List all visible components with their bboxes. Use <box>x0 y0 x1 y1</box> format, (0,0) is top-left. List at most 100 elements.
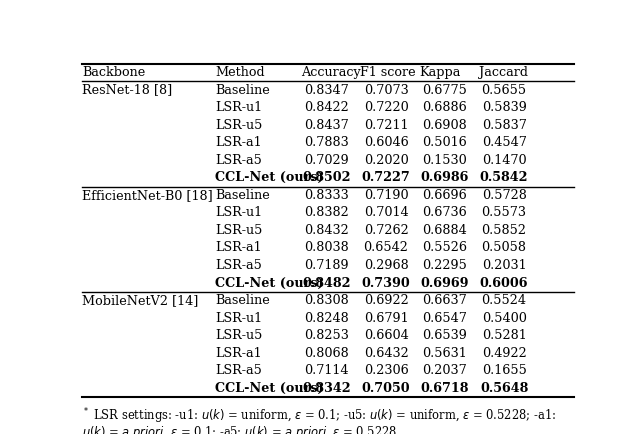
Text: EfficientNet-B0 [18]: EfficientNet-B0 [18] <box>83 189 213 202</box>
Text: 0.2037: 0.2037 <box>422 364 467 377</box>
Text: $u(k)$ = $a\ priori$, $\epsilon$ = 0.1; -a5: $u(k)$ = $a\ priori$, $\epsilon$ = : $u(k)$ = $a\ priori$, $\epsilon$ = 0.1; … <box>83 424 401 434</box>
Text: 0.8437: 0.8437 <box>304 118 349 132</box>
Text: 0.8502: 0.8502 <box>302 171 351 184</box>
Text: 0.6637: 0.6637 <box>422 294 467 307</box>
Text: 0.8333: 0.8333 <box>304 189 349 202</box>
Text: $^*$ LSR settings: -u1: $u(k)$ = uniform, $\epsilon$ = 0.1; -u5: $u(k)$ = unifor: $^*$ LSR settings: -u1: $u(k)$ = uniform… <box>83 407 557 426</box>
Text: 0.7014: 0.7014 <box>364 207 408 220</box>
Text: 0.8422: 0.8422 <box>304 101 349 114</box>
Text: 0.5839: 0.5839 <box>482 101 527 114</box>
Text: 0.8432: 0.8432 <box>304 224 349 237</box>
Text: 0.6432: 0.6432 <box>364 347 408 360</box>
Text: 0.6986: 0.6986 <box>420 171 468 184</box>
Text: 0.5648: 0.5648 <box>480 382 528 395</box>
Text: Kappa: Kappa <box>420 66 461 79</box>
Text: 0.8382: 0.8382 <box>304 207 349 220</box>
Text: LSR-a5: LSR-a5 <box>215 364 262 377</box>
Text: CCL-Net (ours): CCL-Net (ours) <box>215 276 324 289</box>
Text: 0.8342: 0.8342 <box>302 382 351 395</box>
Text: 0.1655: 0.1655 <box>482 364 527 377</box>
Text: 0.2020: 0.2020 <box>364 154 408 167</box>
Text: LSR-u1: LSR-u1 <box>215 312 262 325</box>
Text: CCL-Net (ours): CCL-Net (ours) <box>215 382 324 395</box>
Text: 0.5058: 0.5058 <box>481 241 527 254</box>
Text: 0.7390: 0.7390 <box>362 276 410 289</box>
Text: 0.5281: 0.5281 <box>482 329 527 342</box>
Text: LSR-u5: LSR-u5 <box>215 118 262 132</box>
Text: 0.1530: 0.1530 <box>422 154 467 167</box>
Text: 0.6922: 0.6922 <box>364 294 408 307</box>
Text: 0.7220: 0.7220 <box>364 101 408 114</box>
Text: Accuracy: Accuracy <box>301 66 360 79</box>
Text: 0.6736: 0.6736 <box>422 207 467 220</box>
Text: 0.5524: 0.5524 <box>481 294 527 307</box>
Text: LSR-u1: LSR-u1 <box>215 101 262 114</box>
Text: 0.6718: 0.6718 <box>420 382 469 395</box>
Text: 0.4922: 0.4922 <box>482 347 527 360</box>
Text: 0.6969: 0.6969 <box>420 276 469 289</box>
Text: 0.5400: 0.5400 <box>482 312 527 325</box>
Text: 0.8308: 0.8308 <box>304 294 349 307</box>
Text: Baseline: Baseline <box>215 84 269 97</box>
Text: 0.5655: 0.5655 <box>481 84 527 97</box>
Text: 0.8248: 0.8248 <box>304 312 349 325</box>
Text: 0.7050: 0.7050 <box>362 382 410 395</box>
Text: 0.7262: 0.7262 <box>364 224 408 237</box>
Text: 0.2295: 0.2295 <box>422 259 467 272</box>
Text: 0.6547: 0.6547 <box>422 312 467 325</box>
Text: F1 score: F1 score <box>360 66 416 79</box>
Text: 0.8482: 0.8482 <box>302 276 351 289</box>
Text: Backbone: Backbone <box>83 66 146 79</box>
Text: 0.7073: 0.7073 <box>364 84 408 97</box>
Text: 0.6886: 0.6886 <box>422 101 467 114</box>
Text: 0.1470: 0.1470 <box>482 154 526 167</box>
Text: 0.5842: 0.5842 <box>480 171 529 184</box>
Text: 0.5526: 0.5526 <box>422 241 467 254</box>
Text: Baseline: Baseline <box>215 189 269 202</box>
Text: LSR-a1: LSR-a1 <box>215 241 262 254</box>
Text: LSR-a5: LSR-a5 <box>215 259 262 272</box>
Text: LSR-u5: LSR-u5 <box>215 329 262 342</box>
Text: 0.6791: 0.6791 <box>364 312 408 325</box>
Text: 0.8068: 0.8068 <box>304 347 349 360</box>
Text: 0.5016: 0.5016 <box>422 136 467 149</box>
Text: 0.8253: 0.8253 <box>304 329 349 342</box>
Text: 0.6539: 0.6539 <box>422 329 467 342</box>
Text: 0.7189: 0.7189 <box>304 259 349 272</box>
Text: Baseline: Baseline <box>215 294 269 307</box>
Text: 0.6908: 0.6908 <box>422 118 467 132</box>
Text: 0.5837: 0.5837 <box>482 118 527 132</box>
Text: 0.8038: 0.8038 <box>304 241 349 254</box>
Text: MobileNetV2 [14]: MobileNetV2 [14] <box>83 294 199 307</box>
Text: 0.5852: 0.5852 <box>481 224 527 237</box>
Text: Jaccard: Jaccard <box>479 66 528 79</box>
Text: 0.6884: 0.6884 <box>422 224 467 237</box>
Text: 0.7883: 0.7883 <box>304 136 349 149</box>
Text: 0.6696: 0.6696 <box>422 189 467 202</box>
Text: LSR-a1: LSR-a1 <box>215 136 262 149</box>
Text: 0.6604: 0.6604 <box>364 329 408 342</box>
Text: LSR-u1: LSR-u1 <box>215 207 262 220</box>
Text: 0.2031: 0.2031 <box>482 259 526 272</box>
Text: 0.2306: 0.2306 <box>364 364 408 377</box>
Text: 0.6006: 0.6006 <box>480 276 529 289</box>
Text: 0.5573: 0.5573 <box>481 207 527 220</box>
Text: 0.6046: 0.6046 <box>364 136 408 149</box>
Text: ResNet-18 [8]: ResNet-18 [8] <box>83 84 173 97</box>
Text: 0.7029: 0.7029 <box>304 154 349 167</box>
Text: 0.5728: 0.5728 <box>482 189 527 202</box>
Text: 0.7211: 0.7211 <box>364 118 408 132</box>
Text: LSR-a5: LSR-a5 <box>215 154 262 167</box>
Text: 0.6775: 0.6775 <box>422 84 467 97</box>
Text: 0.7114: 0.7114 <box>304 364 349 377</box>
Text: LSR-u5: LSR-u5 <box>215 224 262 237</box>
Text: 0.5631: 0.5631 <box>422 347 467 360</box>
Text: 0.7190: 0.7190 <box>364 189 408 202</box>
Text: Method: Method <box>215 66 264 79</box>
Text: 0.2968: 0.2968 <box>364 259 408 272</box>
Text: 0.4547: 0.4547 <box>482 136 527 149</box>
Text: 0.6542: 0.6542 <box>364 241 408 254</box>
Text: CCL-Net (ours): CCL-Net (ours) <box>215 171 324 184</box>
Text: 0.7227: 0.7227 <box>362 171 410 184</box>
Text: LSR-a1: LSR-a1 <box>215 347 262 360</box>
